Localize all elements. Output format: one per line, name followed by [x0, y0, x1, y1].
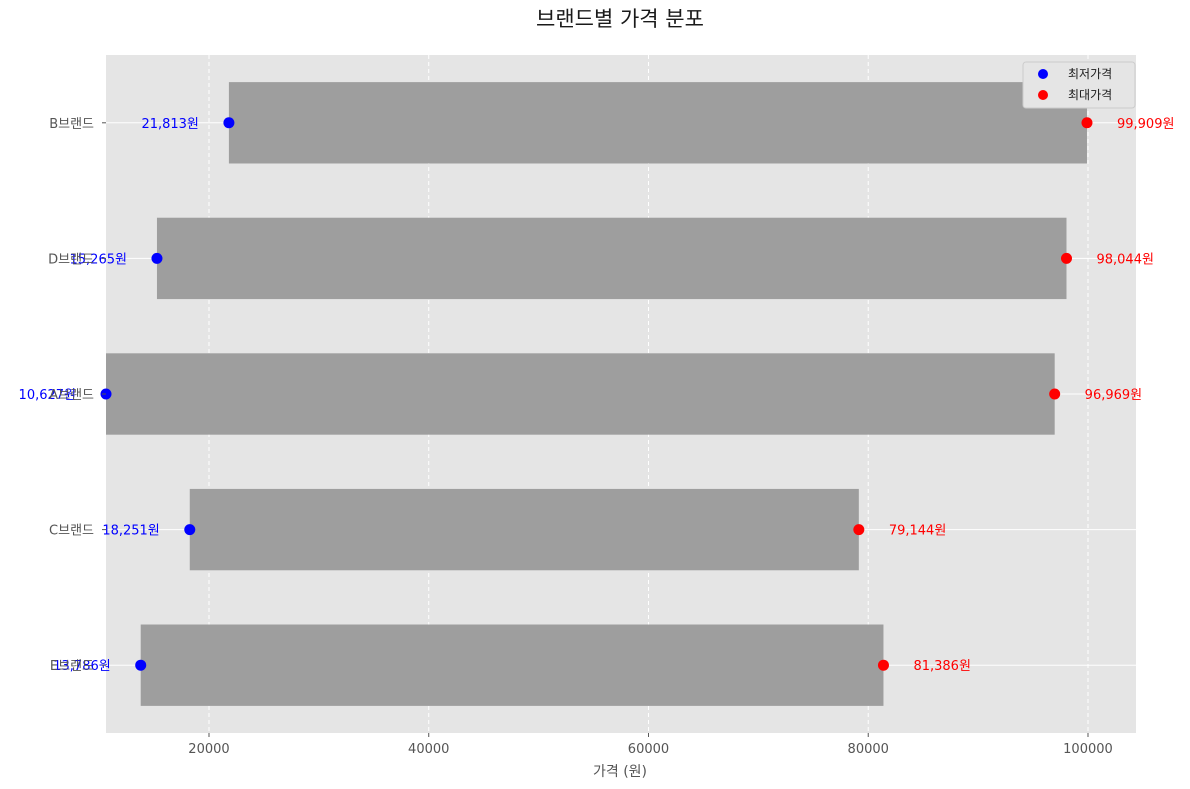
legend-min-label: 최저가격: [1068, 67, 1112, 81]
x-tick-label: 80000: [848, 742, 889, 757]
legend-max-label: 최대가격: [1068, 88, 1112, 102]
y-tick-label: B브랜드: [49, 117, 94, 132]
range-bars: [106, 82, 1087, 706]
legend: 최저가격 최대가격: [1022, 61, 1136, 109]
max-price-label: 99,909원: [1117, 117, 1174, 132]
y-tick-label: D브랜드: [48, 252, 94, 267]
y-axis-ticks: B브랜드 D브랜드 A브랜드 C브랜드 E브랜드: [48, 117, 106, 674]
range-bar: [106, 353, 1055, 435]
max-price-label: 96,969원: [1085, 388, 1142, 403]
x-tick-label: 20000: [188, 742, 229, 757]
chart-title: 브랜드별 가격 분포: [536, 7, 704, 31]
range-bar: [156, 217, 1067, 300]
max-price-point: [853, 524, 865, 536]
y-tick-label: E브랜드: [50, 659, 94, 674]
price-points: [100, 117, 1093, 671]
min-price-label: 15,265원: [70, 252, 127, 267]
max-price-label: 79,144원: [889, 524, 946, 539]
range-bar: [140, 624, 884, 706]
max-price-point: [877, 659, 889, 671]
legend-max-marker: [1038, 90, 1048, 100]
min-price-label: 18,251원: [102, 524, 159, 539]
min-price-label: 10,627원: [19, 388, 76, 403]
max-price-point: [1081, 117, 1093, 129]
max-price-point: [1060, 252, 1072, 264]
y-tick-label: C브랜드: [49, 524, 94, 539]
min-price-label: 13,786원: [53, 659, 110, 674]
min-price-point: [223, 117, 235, 129]
range-bar: [228, 82, 1087, 164]
y-tick-label: A브랜드: [49, 388, 94, 403]
x-tick-label: 60000: [628, 742, 669, 757]
x-axis-ticks: 20000 40000 60000 80000 100000: [188, 733, 1113, 757]
min-price-point: [184, 524, 196, 536]
x-tick-label: 100000: [1063, 742, 1113, 757]
max-price-label: 81,386원: [913, 659, 970, 674]
range-bar: [189, 488, 859, 571]
min-price-point: [151, 252, 163, 264]
min-price-label: 21,813원: [141, 117, 198, 132]
max-price-label: 98,044원: [1096, 252, 1153, 267]
min-price-point: [135, 659, 147, 671]
x-axis-label: 가격 (원): [593, 764, 647, 780]
legend-min-marker: [1038, 69, 1048, 79]
legend-frame: [1022, 61, 1136, 109]
value-labels: 21,813원 99,909원 15,265원 98,044원 10,627원 96,96…: [19, 117, 1175, 674]
x-tick-label: 40000: [408, 742, 449, 757]
max-price-point: [1049, 388, 1061, 400]
